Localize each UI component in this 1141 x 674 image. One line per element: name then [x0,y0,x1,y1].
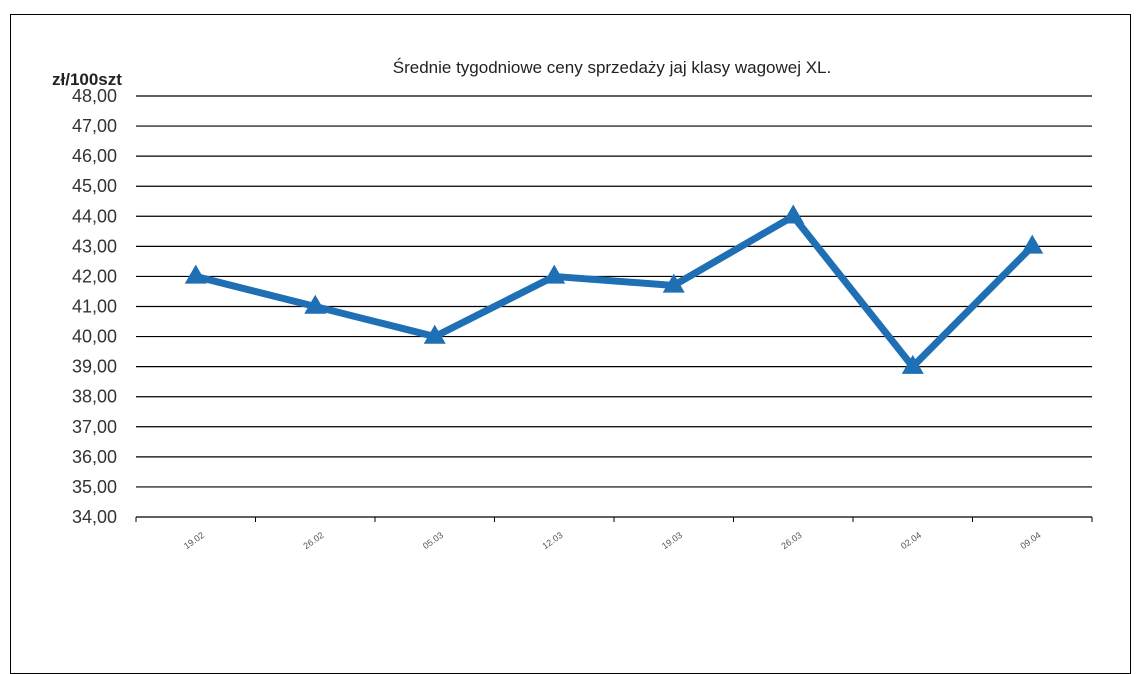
x-tick-label: 19.02 [182,530,206,551]
y-tick-label: 42,00 [72,266,117,286]
chart-frame [10,14,1131,674]
y-tick-label: 34,00 [72,507,117,527]
x-tick-label: 09.04 [1018,530,1042,551]
data-point-marker [304,294,327,314]
chart-title: Średnie tygodniowe ceny sprzedaży jaj kl… [393,58,831,77]
y-tick-label: 39,00 [72,357,117,377]
x-tick-label: 19.03 [660,530,684,551]
y-tick-label: 47,00 [72,116,117,136]
y-tick-label: 45,00 [72,176,117,196]
data-point-marker [1021,234,1044,254]
y-tick-label: 43,00 [72,236,117,256]
data-point-marker [662,273,685,293]
y-tick-label: 35,00 [72,477,117,497]
x-tick-label: 05.03 [421,530,445,551]
y-tick-label: 40,00 [72,327,117,347]
y-tick-label: 48,00 [72,86,117,106]
x-tick-label: 26.02 [301,530,325,551]
y-tick-label: 41,00 [72,297,117,317]
y-axis-ticks: 48,00 47,00 46,00 45,00 44,00 43,00 42,00 41,00… [72,86,117,527]
x-tick-label: 26.03 [779,530,803,551]
data-point-marker [184,264,207,284]
series-group [184,204,1044,374]
x-tick-label: 02.04 [899,530,923,551]
y-tick-label: 38,00 [72,387,117,407]
data-point-marker [901,354,924,374]
y-axis-unit-label: zł/100szt [52,70,122,89]
data-point-marker [543,264,566,284]
gridlines [136,95,1092,518]
series-line [192,212,1036,371]
data-point-marker [423,324,446,344]
y-tick-label: 36,00 [72,447,117,467]
x-axis: 19.02 26.02 05.03 12.03 19.03 26.03 02.04 09.04 [135,517,1093,551]
y-tick-label: 46,00 [72,146,117,166]
chart-svg: Średnie tygodniowe ceny sprzedaży jaj kl… [52,58,1093,551]
y-tick-label: 44,00 [72,206,117,226]
x-tick-label: 12.03 [540,530,564,551]
y-tick-label: 37,00 [72,417,117,437]
data-point-marker [782,204,805,224]
